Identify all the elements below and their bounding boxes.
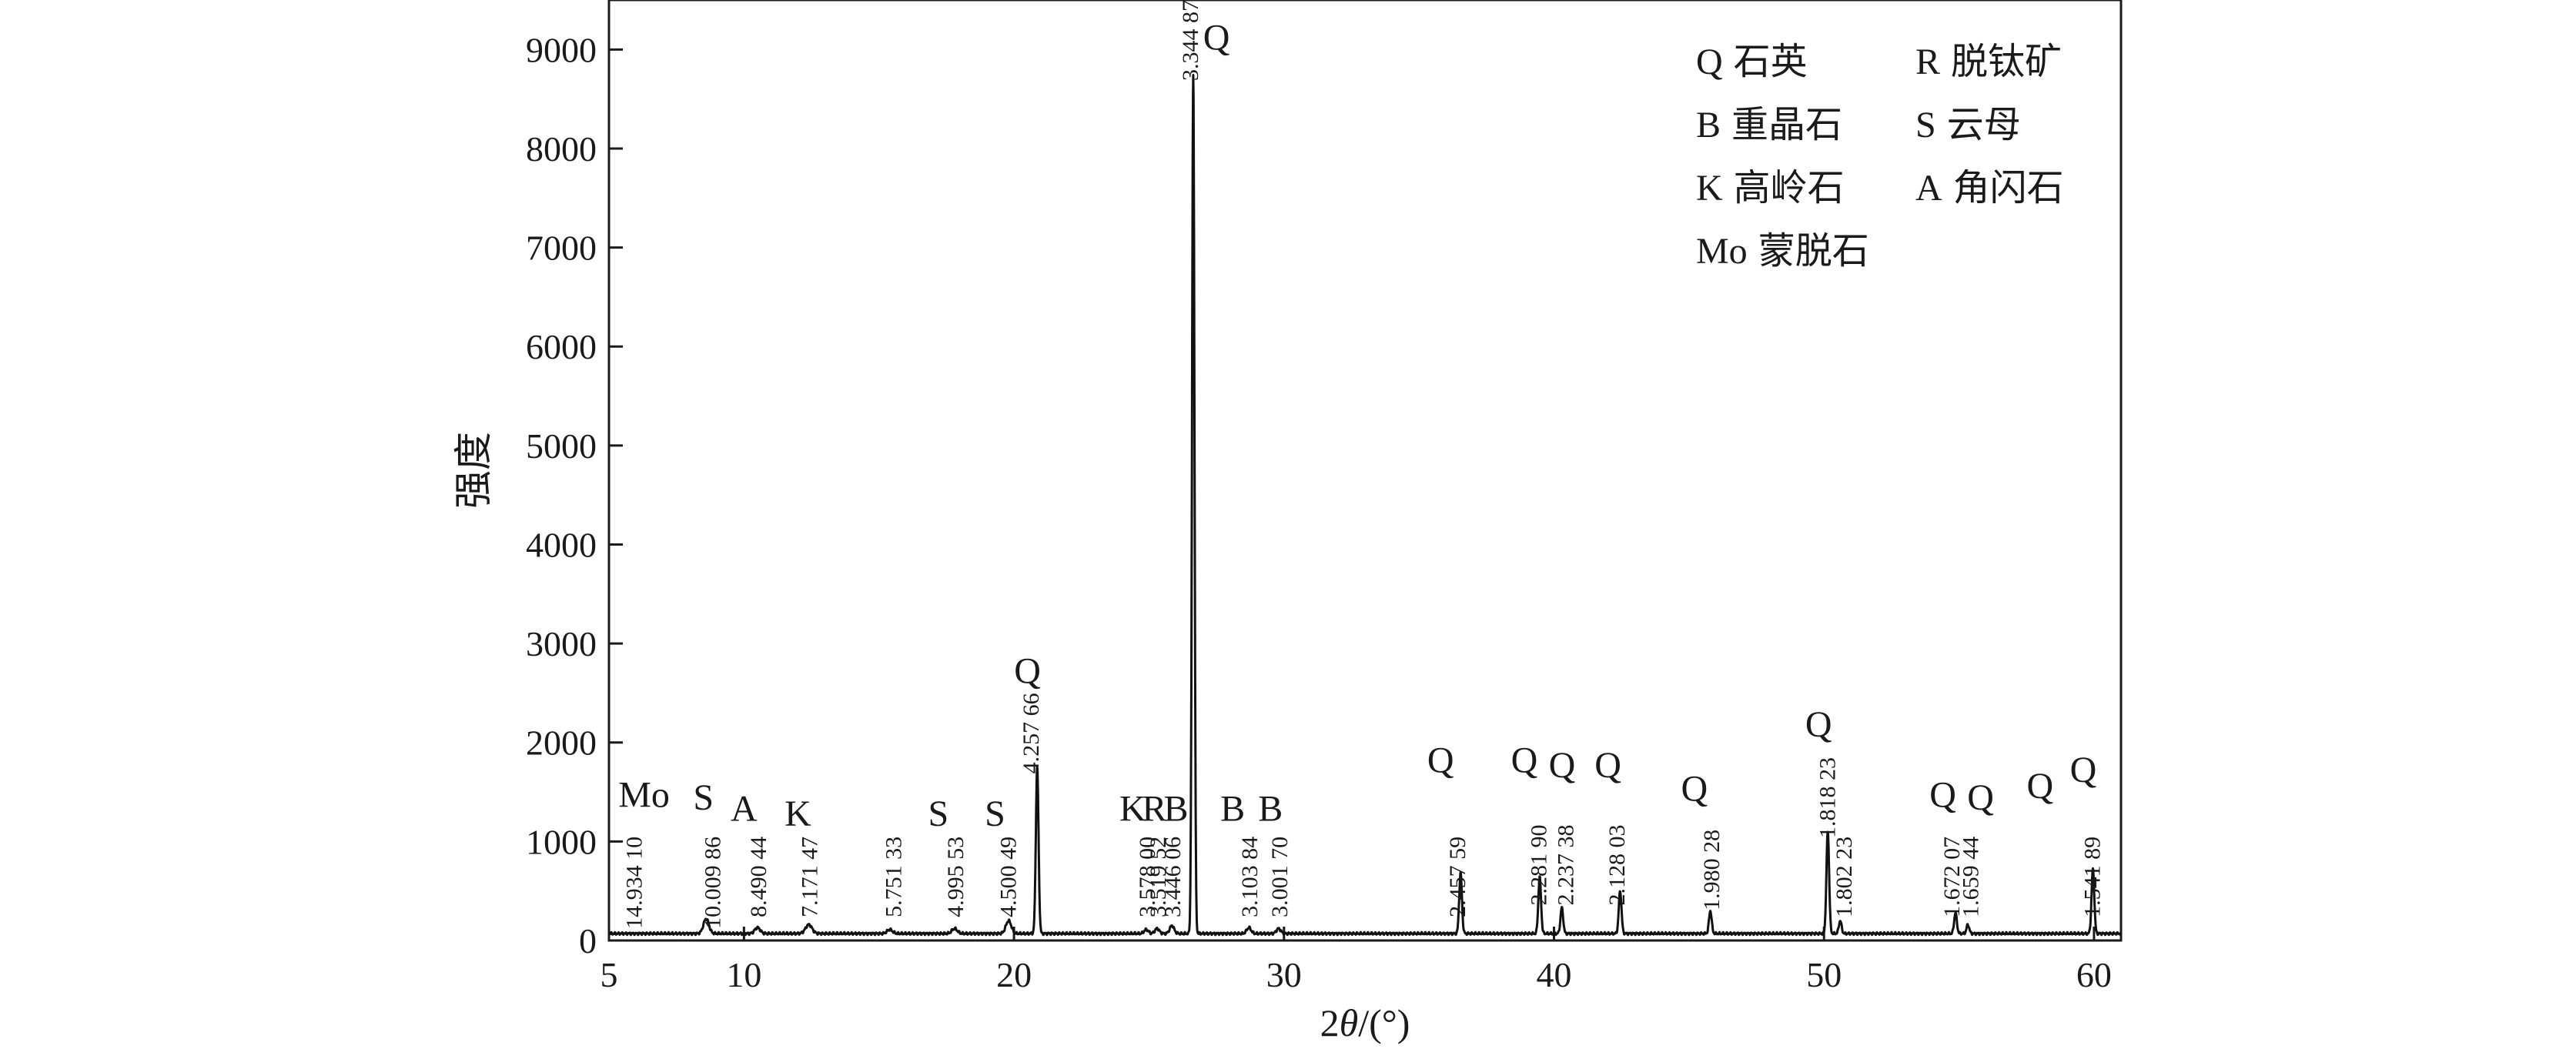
phase-label: Q [1014, 651, 1041, 692]
legend-entry-mo: Mo 蒙脱石 [1696, 231, 1869, 272]
x-axis-label-unit: /(°) [1358, 1001, 1410, 1044]
y-tick-label: 6000 [526, 327, 597, 366]
d-spacing-label: 4.995 53 [943, 837, 969, 917]
d-spacing-label: 8.490 44 [746, 837, 771, 917]
phase-label: Q [1427, 740, 1454, 780]
d-spacing-label: 1.818 23 [1815, 757, 1841, 838]
phase-label: B [1163, 788, 1188, 829]
phase-label: Q [1681, 769, 1708, 810]
y-tick-label: 3000 [526, 624, 597, 663]
legend-symbol: S [1915, 105, 1936, 145]
d-spacing-label: 4.500 49 [995, 837, 1021, 917]
x-axis-label-theta: θ [1340, 1001, 1359, 1044]
d-spacing-label: 1.541 89 [2079, 837, 2105, 917]
d-spacing-label: 2.457 59 [1445, 837, 1470, 917]
d-spacing-label: 3.103 84 [1237, 837, 1263, 917]
phase-label: Q [1203, 17, 1230, 58]
d-spacing-label: 5.751 33 [881, 837, 906, 917]
phase-label: Q [2026, 766, 2053, 807]
legend: Q 石英 R 脱钛矿 B 重晶石 S 云母 K 高岭石 A 角闪石 Mo 蒙脱石 [1696, 42, 2064, 272]
phase-label: K [785, 793, 811, 834]
plot-frame [607, 0, 2123, 942]
diffraction-trace [607, 74, 2123, 937]
legend-name: 角闪石 [1953, 168, 2064, 209]
d-spacing-label: 1.659 44 [1959, 837, 1984, 917]
d-spacing-labels: 14.934 10 10.009 86 8.490 44 7.171 47 5.751 … [622, 0, 2106, 929]
legend-symbol: K [1696, 168, 1723, 209]
phase-label: S [985, 793, 1005, 834]
d-spacing-label: 1.980 28 [1699, 830, 1725, 910]
phase-label: Q [1967, 777, 1994, 818]
phase-label: Mo [618, 774, 670, 815]
y-tick-label: 8000 [526, 129, 597, 169]
y-tick-label: 9000 [526, 30, 597, 69]
x-tick-label: 10 [726, 955, 761, 994]
phase-label: K [1119, 788, 1146, 829]
d-spacing-label: 7.171 47 [798, 837, 823, 917]
phase-label: S [693, 777, 714, 818]
phase-label: Q [1549, 745, 1576, 786]
phase-label: Q [1511, 740, 1538, 780]
legend-name: 云母 [1947, 105, 2021, 145]
phase-label: Q [1929, 774, 1956, 815]
d-spacing-label: 3.578 00 [1135, 837, 1160, 917]
phase-label: S [928, 793, 949, 834]
x-axis-label-prefix: 2 [1320, 1001, 1340, 1044]
legend-name: 石英 [1734, 42, 1808, 82]
legend-name: 蒙脱石 [1758, 231, 1869, 272]
legend-entry-s: S 云母 [1915, 105, 2021, 145]
d-spacing-label: 3.519 52 [1146, 837, 1171, 917]
phase-label: A [731, 788, 758, 829]
phase-label: Q [2070, 750, 2097, 790]
legend-name: 重晶石 [1731, 105, 1842, 145]
d-spacing-label: 2.128 03 [1604, 825, 1630, 906]
legend-entry-k: K 高岭石 [1696, 168, 1845, 209]
d-spacing-label: 4.257 66 [1019, 693, 1044, 773]
d-spacing-label: 3.446 06 [1160, 837, 1186, 917]
legend-name: 脱钛矿 [1951, 42, 2062, 82]
d-spacing-label: 1.672 07 [1939, 837, 1965, 917]
tick-group: 5 10 20 30 40 50 60 0 1000 2000 3000 4000 5000 6000 70… [526, 30, 2112, 994]
phase-label: Q [1805, 704, 1832, 745]
y-tick-label: 4000 [526, 525, 597, 564]
d-spacing-label: 3.001 70 [1267, 837, 1293, 917]
legend-entry-r: R 脱钛矿 [1915, 42, 2062, 82]
phase-label: B [1220, 788, 1245, 829]
legend-symbol: Mo [1696, 231, 1748, 272]
d-spacing-label: 14.934 10 [622, 837, 647, 929]
d-spacing-label: 1.802 23 [1832, 837, 1857, 917]
phase-label: Q [1594, 745, 1621, 786]
legend-symbol: Q [1696, 42, 1723, 82]
y-tick-label: 7000 [526, 229, 597, 268]
y-tick-label: 5000 [526, 426, 597, 466]
x-axis-label: 2θ/(°) [1320, 1001, 1410, 1044]
phase-label: R [1142, 788, 1166, 829]
legend-entry-b: B 重晶石 [1696, 105, 1842, 145]
d-spacing-label: 10.009 86 [700, 837, 725, 929]
legend-name: 高岭石 [1734, 168, 1845, 209]
x-tick-label: 50 [1806, 955, 1842, 994]
phase-label: B [1258, 788, 1283, 829]
y-tick-label: 0 [579, 921, 597, 960]
legend-entry-q: Q 石英 [1696, 42, 1808, 82]
x-tick-label: 20 [996, 955, 1032, 994]
x-tick-label: 30 [1266, 955, 1302, 994]
x-tick-label: 40 [1537, 955, 1572, 994]
y-tick-label: 1000 [526, 822, 597, 861]
y-axis-label: 强度 [452, 432, 495, 509]
legend-symbol: R [1915, 42, 1940, 82]
legend-symbol: B [1696, 105, 1721, 145]
y-tick-label: 2000 [526, 723, 597, 763]
x-tick-label: 5 [601, 955, 618, 994]
chart-axes [607, 0, 2123, 942]
d-spacing-label: 2.281 90 [1527, 825, 1552, 906]
legend-symbol: A [1915, 168, 1942, 209]
d-spacing-label: 2.237 38 [1554, 825, 1579, 906]
legend-entry-a: A 角闪石 [1915, 168, 2064, 209]
x-tick-label: 60 [2076, 955, 2112, 994]
d-spacing-label: 3.344 87 [1178, 0, 1203, 81]
